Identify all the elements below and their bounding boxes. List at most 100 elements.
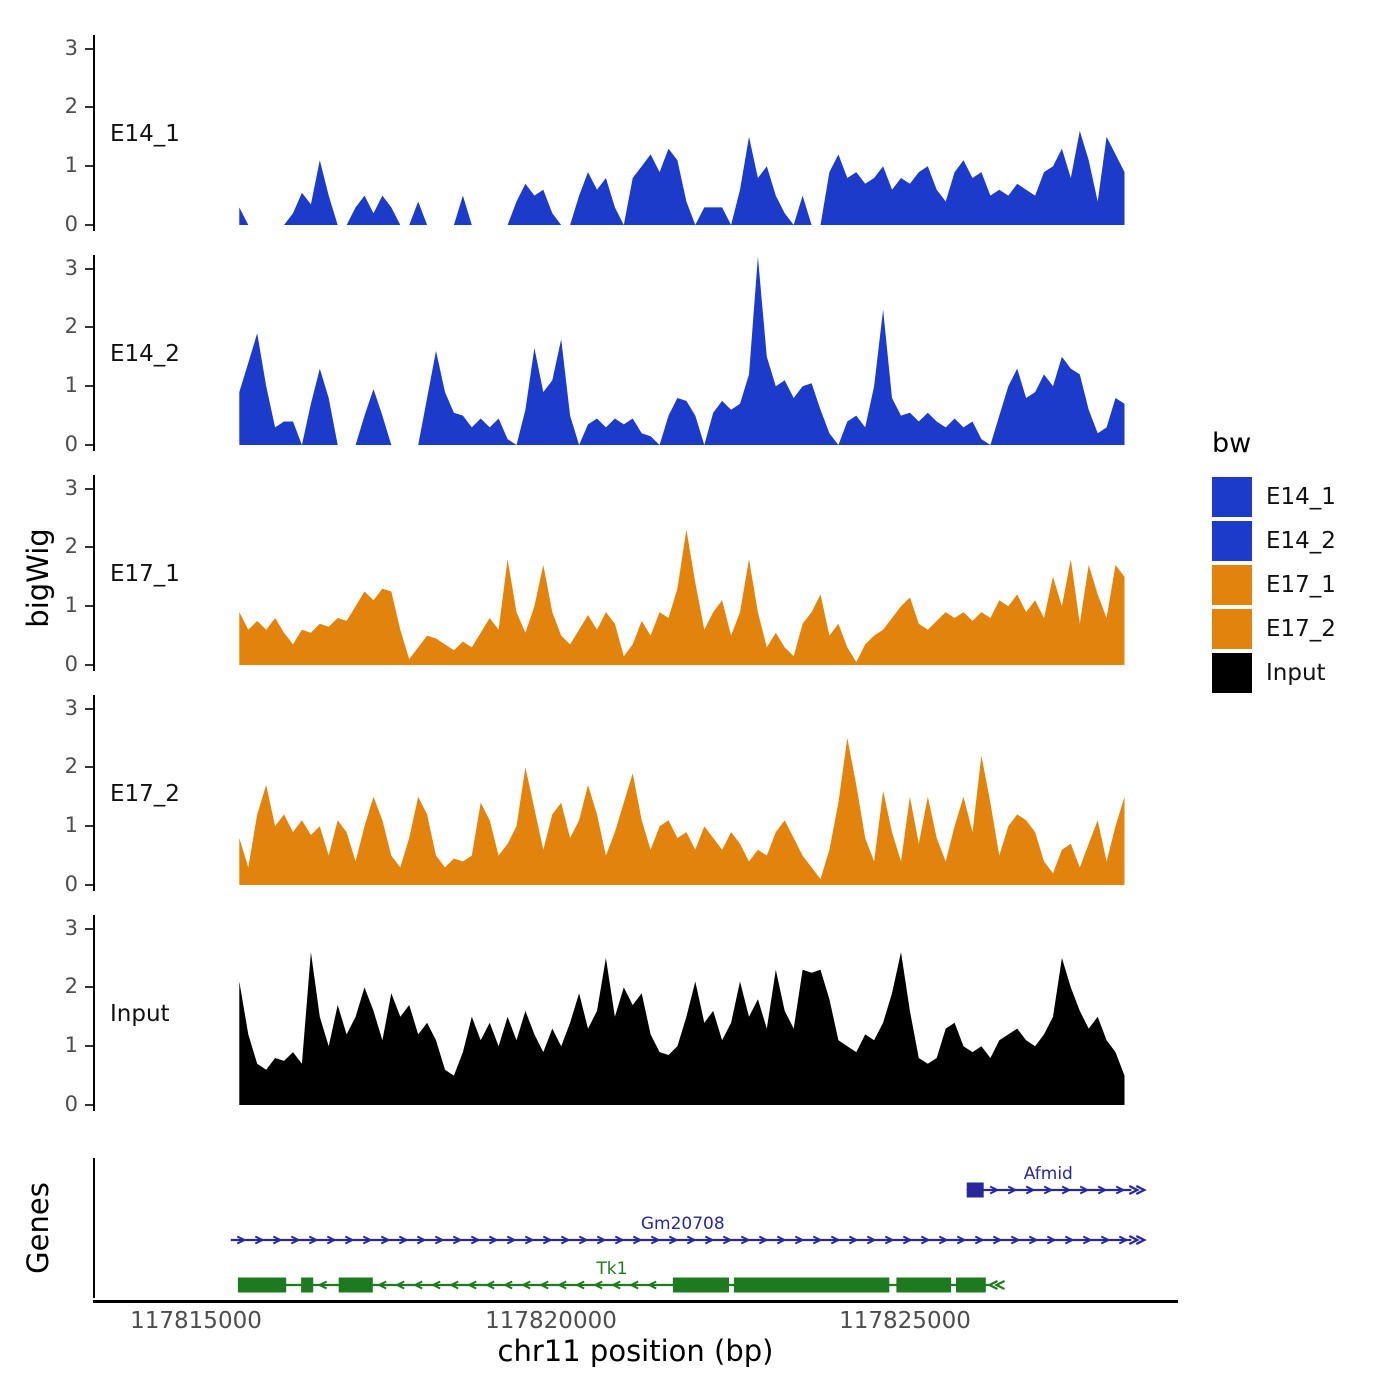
- y-tick-label: 3: [64, 35, 78, 60]
- legend-key-e14-2: [1212, 521, 1252, 561]
- strand-arrow-icon: [466, 1280, 477, 1290]
- gene-label-Tk1: Tk1: [595, 1259, 627, 1279]
- strand-arrow-icon: [448, 1280, 459, 1290]
- legend-label-input: Input: [1266, 660, 1326, 686]
- strand-arrow-icon: [1082, 1235, 1093, 1245]
- y-tick: [85, 1045, 93, 1048]
- y-tick: [85, 1104, 93, 1106]
- x-tick-label: 117815000: [130, 1308, 262, 1334]
- coverage-track-E17_2: [239, 738, 1125, 885]
- y-tick-label: 1: [64, 813, 78, 838]
- strand-arrow-icon: [686, 1235, 697, 1245]
- y-tick-label: 0: [64, 212, 78, 236]
- strand-arrow-icon: [362, 1235, 373, 1245]
- strand-arrow-icon: [502, 1280, 513, 1290]
- y-tick-label: 2: [64, 94, 78, 119]
- x-axis-line: [93, 1300, 1178, 1303]
- strand-arrow-icon: [272, 1235, 283, 1245]
- strand-arrow-icon: [812, 1235, 823, 1245]
- track-label-E17_1: E17_1: [110, 561, 180, 587]
- coverage-area-Input: [239, 952, 1125, 1105]
- y-tick: [85, 47, 93, 50]
- strand-arrow-icon: [1061, 1185, 1072, 1195]
- strand-arrow-icon: [236, 1235, 247, 1245]
- strand-arrow-icon: [488, 1235, 499, 1245]
- strand-arrow-icon: [1128, 1185, 1140, 1195]
- coverage-track-E14_2: [239, 256, 1125, 445]
- track-label-E14_2: E14_2: [110, 341, 180, 367]
- y-tick: [85, 326, 93, 329]
- strand-arrow-icon: [866, 1235, 877, 1245]
- legend-title: bw: [1212, 428, 1252, 459]
- legend: bw E14_1 E14_2 E17_1 E17_2 Input: [1212, 428, 1397, 697]
- strand-arrow-icon: [290, 1235, 301, 1245]
- strand-arrow-icon: [884, 1235, 895, 1245]
- strand-arrow-icon: [794, 1235, 805, 1245]
- coverage-area-E14_2: [239, 256, 1125, 445]
- strand-arrow-icon: [254, 1235, 265, 1245]
- legend-item-e17-2: E17_2: [1212, 609, 1397, 649]
- gene-exon: [301, 1277, 314, 1293]
- strand-arrow-icon: [902, 1235, 913, 1245]
- y-axis-line: [93, 475, 95, 671]
- strand-arrow-icon: [317, 1280, 328, 1290]
- y-tick: [85, 267, 93, 270]
- legend-item-input: Input: [1212, 653, 1397, 693]
- y-tick: [85, 766, 93, 769]
- legend-key-input: [1212, 653, 1252, 693]
- strand-arrow-icon: [1079, 1185, 1090, 1195]
- strand-arrow-icon: [506, 1235, 517, 1245]
- y-axis-line: [93, 35, 95, 231]
- legend-item-e14-1: E14_1: [1212, 477, 1397, 517]
- strand-arrow-icon: [1097, 1185, 1108, 1195]
- y-tick: [85, 385, 93, 388]
- strand-arrow-icon: [1135, 1235, 1147, 1245]
- y-tick: [85, 546, 93, 549]
- y-tick-label: 0: [64, 652, 78, 676]
- strand-arrow-icon: [596, 1235, 607, 1245]
- y-tick: [85, 165, 93, 168]
- strand-arrow-icon: [542, 1235, 553, 1245]
- gene-exon: [733, 1277, 890, 1293]
- strand-arrow-icon: [1043, 1185, 1054, 1195]
- strand-arrow-icon: [1025, 1185, 1036, 1195]
- y-tick: [85, 487, 93, 490]
- y-tick-label: 3: [64, 695, 78, 720]
- gene-label-Gm20708: Gm20708: [641, 1214, 725, 1234]
- strand-arrow-icon: [452, 1235, 463, 1245]
- strand-arrow-icon: [668, 1235, 679, 1245]
- y-tick-label: 2: [64, 314, 78, 339]
- track-label-Input: Input: [110, 1001, 170, 1027]
- strand-arrow-icon: [434, 1235, 445, 1245]
- y-tick: [85, 444, 93, 446]
- strand-arrow-icon: [628, 1280, 639, 1290]
- strand-arrow-icon: [430, 1280, 441, 1290]
- genes-axis-line: [93, 1158, 95, 1298]
- legend-key-e17-1: [1212, 565, 1252, 605]
- strand-arrow-icon: [1046, 1235, 1057, 1245]
- strand-arrow-icon: [326, 1235, 337, 1245]
- legend-label-e14-2: E14_2: [1266, 528, 1336, 554]
- track-label-E17_2: E17_2: [110, 781, 180, 807]
- x-tick-label: 117825000: [839, 1308, 971, 1334]
- y-axis-line: [93, 695, 95, 891]
- strand-arrow-icon: [344, 1235, 355, 1245]
- strand-arrow-icon: [1028, 1235, 1039, 1245]
- gene-exon: [338, 1277, 373, 1293]
- legend-label-e17-2: E17_2: [1266, 616, 1336, 642]
- y-tick-label: 1: [64, 593, 78, 618]
- strand-arrow-icon: [394, 1280, 405, 1290]
- strand-arrow-icon: [776, 1235, 787, 1245]
- y-tick-label: 2: [64, 974, 78, 999]
- strand-arrow-icon: [646, 1280, 657, 1290]
- gene-label-Afmid: Afmid: [1024, 1164, 1073, 1184]
- legend-key-e14-1: [1212, 477, 1252, 517]
- strand-arrow-icon: [704, 1235, 715, 1245]
- strand-arrow-icon: [1100, 1235, 1111, 1245]
- gene-exon: [237, 1277, 287, 1293]
- strand-arrow-icon: [484, 1280, 495, 1290]
- y-tick-label: 0: [64, 1092, 78, 1116]
- strand-arrow-icon: [994, 1280, 1005, 1290]
- gene-exon: [956, 1277, 986, 1293]
- gene-exon: [672, 1277, 729, 1293]
